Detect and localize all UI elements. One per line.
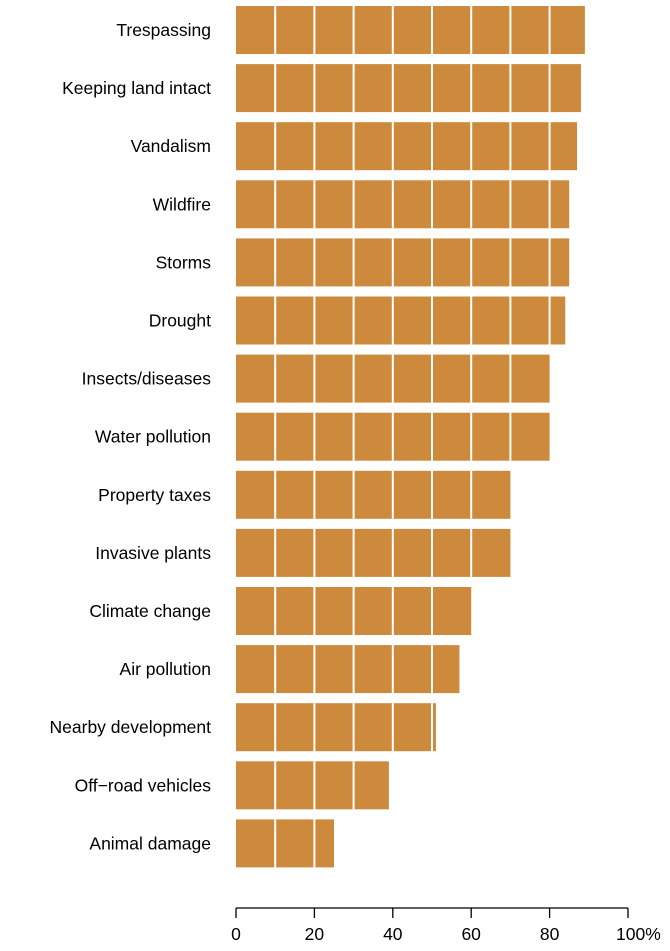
category-label-insects-diseases: Insects/diseases xyxy=(82,369,212,389)
category-label-invasive-plants: Invasive plants xyxy=(95,543,211,563)
category-label-climate-change: Climate change xyxy=(89,601,211,621)
category-label-drought: Drought xyxy=(149,311,211,331)
grid-lines-group xyxy=(274,6,551,868)
bar-air-pollution xyxy=(236,645,460,694)
bar-storms xyxy=(236,238,570,287)
bar-property-taxes xyxy=(236,470,511,519)
bar-wildfire xyxy=(236,180,570,229)
bar-drought xyxy=(236,296,566,345)
x-tick-label: 80 xyxy=(540,924,560,944)
category-label-nearby-development: Nearby development xyxy=(50,717,212,737)
x-tick-label: 40 xyxy=(383,924,403,944)
category-labels-group: Trespassing Keeping land intact Vandalism W… xyxy=(50,20,212,853)
bar-trespassing xyxy=(236,6,585,54)
category-label-off-road-vehicles: Off−road vehicles xyxy=(75,775,212,795)
category-label-vandalism: Vandalism xyxy=(131,136,211,156)
bar-off-road-vehicles xyxy=(236,761,389,810)
bars-group xyxy=(236,6,585,868)
category-label-air-pollution: Air pollution xyxy=(120,659,211,679)
category-label-trespassing: Trespassing xyxy=(116,20,211,40)
x-axis: 0 20 40 60 80 100% xyxy=(231,907,661,944)
x-tick-label: 100% xyxy=(616,924,661,944)
bar-animal-damage xyxy=(236,819,334,868)
bar-vandalism xyxy=(236,122,578,171)
bar-invasive-plants xyxy=(236,528,511,577)
bar-keeping-land-intact xyxy=(236,64,581,113)
category-label-wildfire: Wildfire xyxy=(153,194,211,214)
x-tick-label: 0 xyxy=(231,924,241,944)
x-tick-label: 60 xyxy=(461,924,481,944)
x-tick-label: 20 xyxy=(305,924,325,944)
bar-nearby-development xyxy=(236,703,436,752)
category-label-animal-damage: Animal damage xyxy=(89,833,211,853)
category-label-water-pollution: Water pollution xyxy=(95,427,211,447)
category-label-storms: Storms xyxy=(156,252,212,272)
category-label-keeping-land-intact: Keeping land intact xyxy=(62,78,211,98)
category-label-property-taxes: Property taxes xyxy=(98,485,211,505)
